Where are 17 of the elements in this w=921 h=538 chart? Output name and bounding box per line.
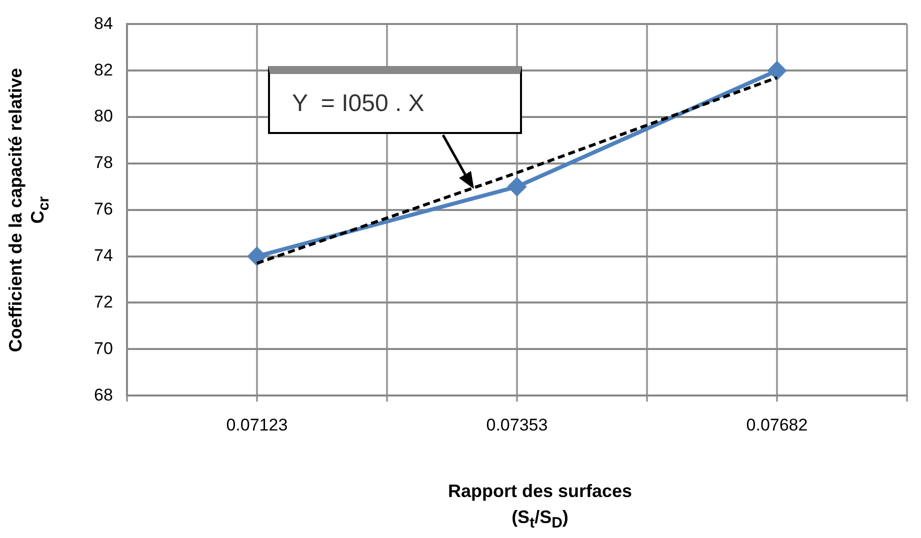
- point: [508, 178, 526, 196]
- x-axis-title: Rapport des surfaces (S$_{t}$/S$_{D}$): [446, 480, 634, 534]
- point: [768, 62, 786, 80]
- point: [248, 247, 266, 266]
- y-tick-label: 70: [94, 338, 113, 358]
- callout-box: Y = I050 . X: [268, 66, 522, 134]
- y-tick-label: 78: [94, 153, 113, 172]
- y-tick-label: 82: [94, 60, 113, 80]
- x-tick-label: 0.07353: [486, 415, 548, 434]
- y-tick-label: 76: [94, 200, 113, 219]
- x-tick-label: 0.07123: [226, 415, 288, 434]
- y-tick-label: 72: [94, 292, 113, 312]
- y-tick-label: 74: [94, 246, 113, 266]
- y-tick-label: 80: [94, 106, 113, 126]
- y-tick-label: 68: [94, 385, 113, 404]
- y-tick-label: 84: [94, 14, 113, 33]
- x-tick-label: 0.07682: [746, 415, 808, 434]
